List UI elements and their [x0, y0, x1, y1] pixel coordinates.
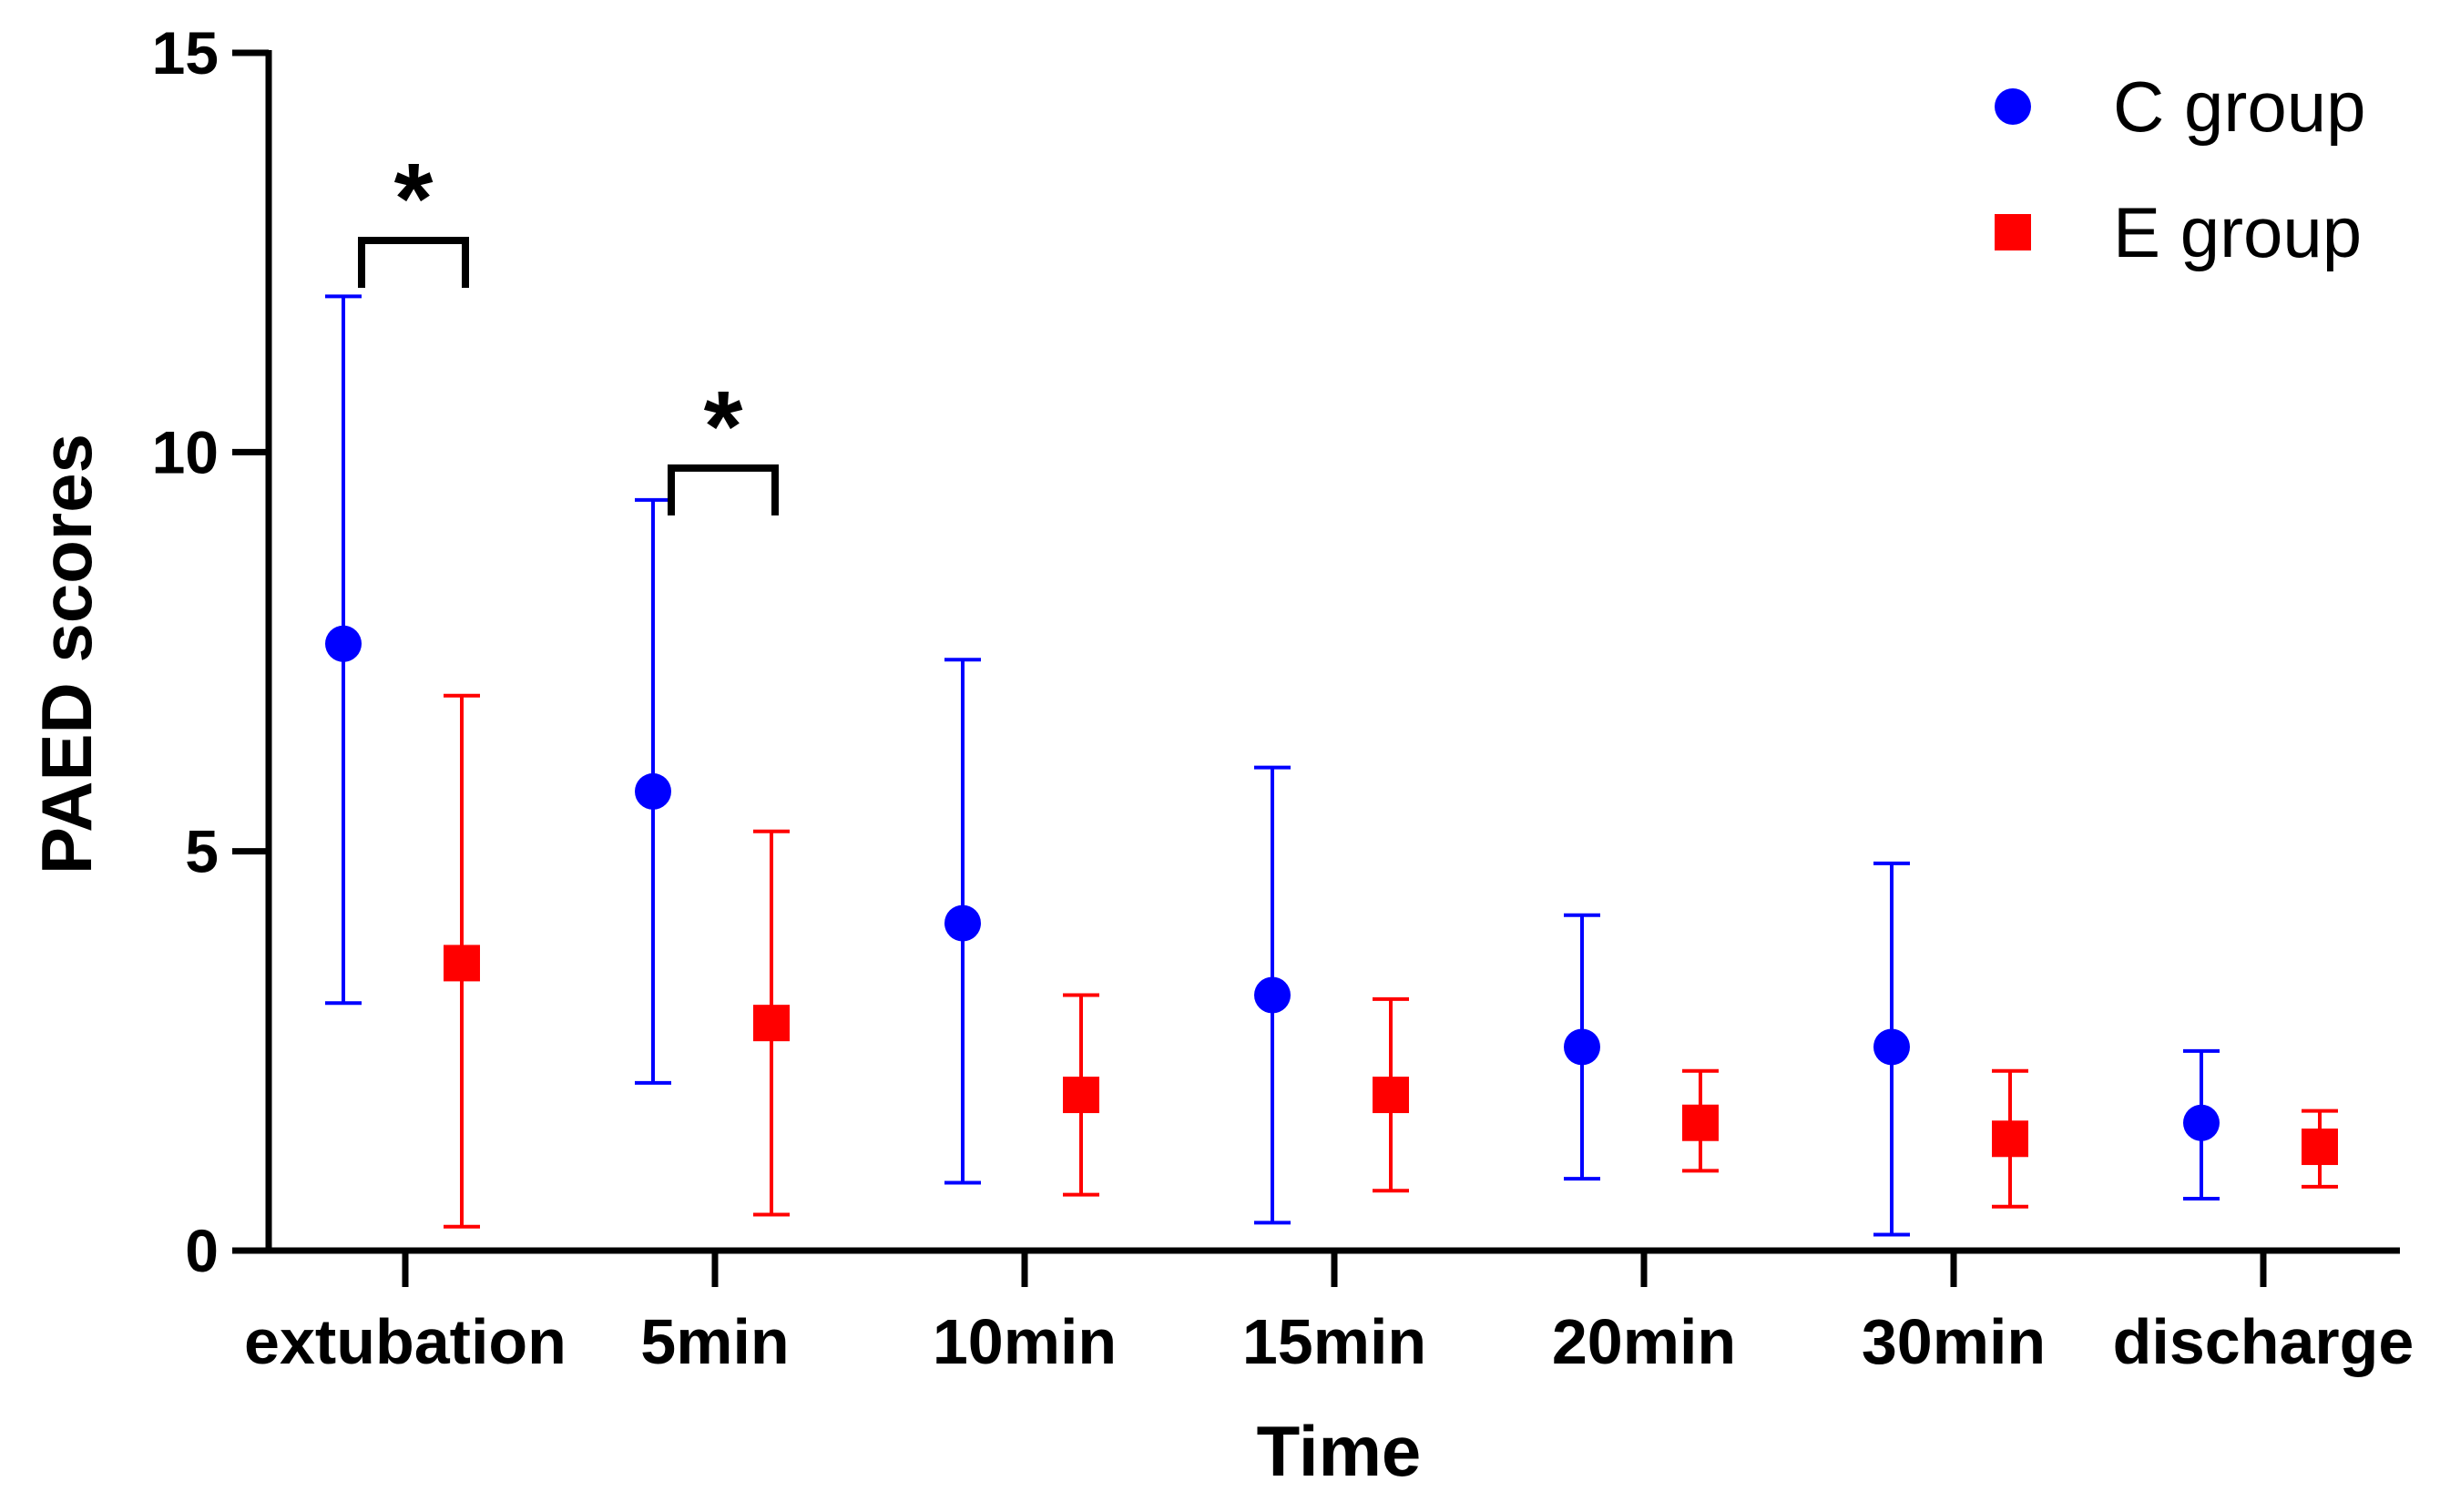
significance-star: *: [394, 143, 434, 255]
data-point-circle: [1254, 976, 1291, 1014]
legend-label: C group: [2113, 66, 2366, 147]
y-tick-label: 15: [152, 19, 219, 87]
data-point-square: [2302, 1129, 2338, 1166]
series-e-group: [444, 693, 2338, 1229]
significance-bracket: [668, 464, 779, 516]
data-marks: **: [325, 143, 2338, 1237]
x-tick-label: 10min: [933, 1306, 1117, 1377]
data-point-square: [1682, 1104, 1719, 1141]
legend: C group E group: [1995, 66, 2366, 272]
data-point-circle: [2183, 1104, 2220, 1141]
x-tick-label: discharge: [2113, 1306, 2414, 1377]
x-tick-label: 15min: [1242, 1306, 1426, 1377]
x-axis-title: Time: [1257, 1411, 1422, 1491]
data-point-square: [444, 945, 480, 982]
legend-label: E group: [2113, 192, 2362, 272]
data-point-square: [1992, 1120, 2028, 1158]
significance-bracket: [358, 237, 469, 289]
data-point-square: [1373, 1077, 1409, 1114]
x-tick-label: 20min: [1552, 1306, 1736, 1377]
x-tick-label: extubation: [244, 1306, 567, 1377]
y-tick-label: 0: [185, 1217, 219, 1284]
legend-marker-circle: [1995, 88, 2031, 125]
data-point-circle: [944, 904, 981, 942]
series-c-group: [325, 294, 2220, 1237]
significance-star: *: [704, 371, 743, 483]
data-point-square: [753, 1005, 790, 1042]
x-tick-label: 5min: [640, 1306, 789, 1377]
y-tick-label: 5: [185, 818, 219, 885]
data-point-circle: [1873, 1028, 1910, 1066]
data-point-circle: [635, 772, 671, 810]
data-point-square: [1063, 1077, 1099, 1114]
data-point-circle: [1564, 1028, 1600, 1066]
y-axis-title: PAED scores: [26, 434, 107, 874]
y-tick-label: 10: [152, 418, 219, 485]
x-tick-label: 30min: [1862, 1306, 2046, 1377]
data-point-circle: [325, 625, 362, 662]
legend-marker-square: [1995, 214, 2031, 250]
axes: 0 5 10 15 extubation 5min 10min 15min 20min 30min…: [152, 19, 2414, 1377]
